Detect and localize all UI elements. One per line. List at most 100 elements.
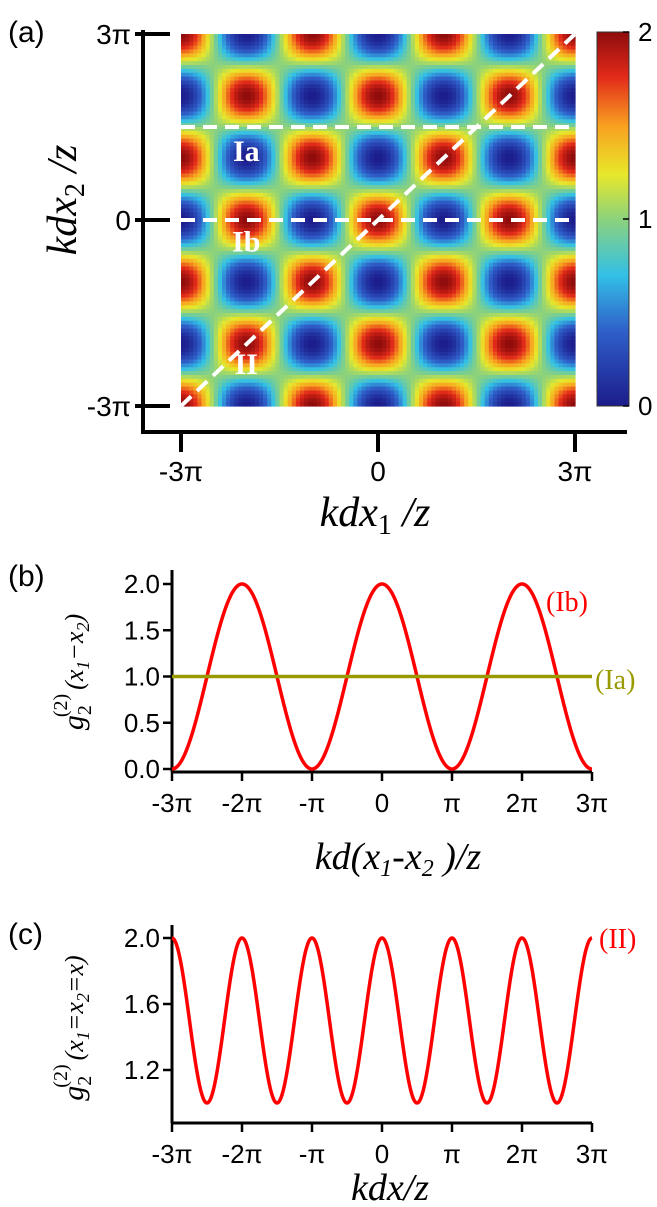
heatmap-cell [308,316,313,322]
heatmap-cell [242,355,248,361]
heatmap-cell [353,293,359,299]
heatmap-cell [230,289,235,295]
heatmap-cell [312,76,318,82]
heatmap-cell [197,313,203,318]
heatmap-cell [353,347,359,353]
heatmap-cell [246,386,252,392]
heatmap-cell [378,278,383,283]
heatmap-cell [357,185,363,190]
heatmap-cell [386,76,391,82]
heatmap-cell [365,61,371,66]
heatmap-cell [258,192,264,198]
heatmap-cell [209,161,215,167]
heatmap-cell [336,336,342,341]
heatmap-cell [287,367,293,372]
heatmap-cell [263,278,268,283]
heatmap-cell [275,80,281,85]
heatmap-cell [369,231,375,237]
heatmap-cell [357,146,363,151]
heatmap-cell [209,328,215,333]
heatmap-cell [234,309,240,314]
heatmap-cell [320,150,326,155]
heatmap-cell [369,328,375,333]
heatmap-cell [222,150,227,155]
heatmap-cell [353,216,359,221]
heatmap-cell [357,165,363,171]
heatmap-cell [316,243,322,248]
heatmap-cell [283,65,289,70]
heatmap-cell [312,92,318,97]
heatmap-cell [373,142,379,147]
heatmap-cell [349,293,354,299]
heatmap-cell [267,359,272,364]
heatmap-cell [373,386,379,392]
heatmap-cell [365,297,371,302]
heatmap-cell [185,274,190,279]
heatmap-cell [246,88,252,93]
heatmap-cell [308,173,313,178]
heatmap-cell [254,158,260,163]
heatmap-cell [271,49,276,54]
heatmap-cell [250,111,256,116]
heatmap-cell [308,208,313,213]
heatmap-cell [185,251,190,256]
heatmap-cell [234,169,240,175]
heatmap-cell [222,45,227,51]
heatmap-cell [295,158,301,163]
heatmap-cell [185,99,190,105]
heatmap-cell [181,200,186,206]
heatmap-cell [238,119,244,124]
heatmap-cell [390,107,396,113]
heatmap-cell [271,289,276,295]
heatmap-cell [185,258,190,264]
heatmap-cell [353,72,359,78]
heatmap-cell [230,235,235,240]
heatmap-cell [295,289,301,295]
heatmap-cell [378,196,383,202]
heatmap-cell [254,49,260,54]
heatmap-cell [324,274,330,279]
heatmap-cell [222,103,227,109]
heatmap-cell [328,212,334,217]
heatmap-cell [271,189,276,194]
heatmap-cell [320,297,326,302]
heatmap-cell [295,115,301,120]
heatmap-cell [181,99,186,105]
heatmap-cell [238,382,244,388]
heatmap-cell [300,223,305,229]
heatmap-cell [185,305,190,310]
heatmap-cell [226,208,231,213]
heatmap-cell [238,45,244,51]
heatmap-cell [197,158,203,163]
heatmap-cell [205,115,211,120]
heatmap-cell [357,390,363,395]
heatmap-cell [234,301,240,306]
heatmap-cell [189,96,194,101]
heatmap-cell [250,200,256,206]
heatmap-cell [373,212,379,217]
heatmap-cell [283,45,289,51]
heatmap-cell [209,119,215,124]
heatmap-cell [250,231,256,237]
heatmap-cell [304,115,309,120]
heatmap-cell [246,371,252,376]
heatmap-cell [193,212,199,217]
heatmap-cell [250,235,256,240]
heatmap-cell [213,282,219,287]
heatmap-cell [345,96,350,101]
heatmap-cell [304,390,309,395]
heatmap-cell [369,355,375,361]
heatmap-cell [217,96,223,101]
heatmap-cell [345,68,350,74]
heatmap-cell [181,309,186,314]
heatmap-cell [390,378,396,384]
heatmap-cell [316,270,322,275]
heatmap-cell [267,336,272,341]
heatmap-cell [213,92,219,97]
heatmap-cell [312,53,318,58]
heatmap-cell [209,220,215,225]
heatmap-cell [205,99,211,105]
heatmap-cell [295,142,301,147]
heatmap-cell [308,289,313,295]
heatmap-cell [336,344,342,349]
